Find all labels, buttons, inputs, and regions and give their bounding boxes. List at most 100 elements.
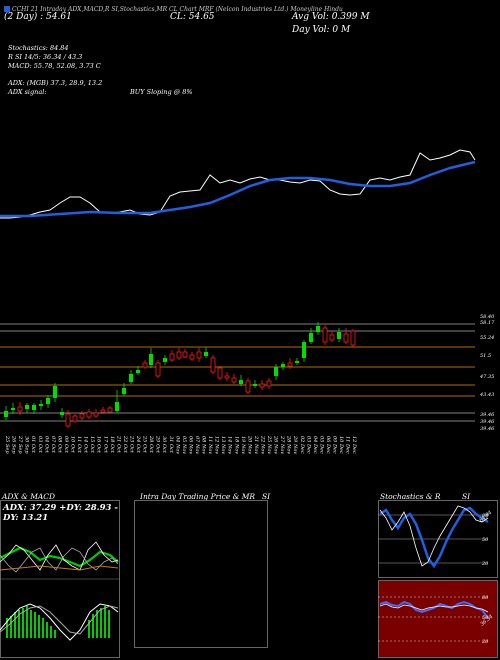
level-label: 39.46	[480, 426, 495, 432]
date-label: 16 Oct	[96, 436, 102, 454]
candle-body	[65, 413, 71, 427]
candle-body	[295, 361, 299, 363]
adx-panel-title: ADX & MACD	[2, 492, 56, 501]
candle-body	[115, 402, 119, 411]
date-label: 12 Nov	[214, 436, 220, 454]
candle-body	[204, 352, 208, 356]
stoch-level-label: 80	[482, 513, 489, 519]
date-label: 15 Oct	[89, 436, 95, 454]
date-label: 06 Nov	[187, 436, 193, 454]
date-label: 10 Dec	[338, 436, 344, 454]
intraday-panel-title-right: SI	[262, 492, 271, 501]
candle-body	[189, 354, 195, 360]
candle-body	[93, 412, 99, 417]
candle-body	[274, 367, 278, 376]
candle-body	[136, 370, 140, 373]
date-label: 27 Sep	[17, 435, 23, 454]
level-label: 58.17	[480, 320, 495, 326]
date-label: 31 Oct	[168, 436, 174, 454]
candle-body	[302, 342, 306, 358]
date-label: 04 Dec	[312, 436, 318, 454]
avg-vol-label: Avg Vol: 0.399 M	[292, 12, 370, 22]
date-label: 28 Nov	[286, 435, 292, 454]
level-label: 39.46	[480, 412, 495, 418]
date-label: 12 Dec	[351, 436, 357, 454]
date-label: 25 Oct	[142, 435, 148, 454]
candle-body	[316, 326, 320, 332]
stoch-level-label: 20	[481, 561, 489, 567]
date-label: 27 Nov	[279, 435, 285, 454]
stoch-rsi-lines: 80 50 20 84.84 80 50 20 36.34	[378, 505, 494, 645]
date-label: 13 Nov	[220, 436, 226, 454]
candle-body	[72, 415, 78, 422]
candle-body	[11, 408, 15, 410]
date-label: 02 Dec	[299, 436, 305, 454]
date-label: 25 Sep	[4, 435, 10, 454]
date-label: 07 Nov	[194, 436, 200, 454]
candle-body	[182, 351, 188, 358]
date-label: 22 Oct	[122, 435, 128, 454]
date-label: 20 Nov	[246, 435, 252, 454]
adx-panel-readout: ADX: 37.29 +DY: 28.93 -DY: 13.21	[3, 503, 118, 523]
candle-body	[17, 406, 23, 412]
level-label: 51.5	[480, 353, 491, 359]
date-label: 23 Oct	[128, 435, 134, 454]
date-label: 26 Sep	[11, 435, 17, 454]
candle-body	[60, 412, 64, 415]
rsi-level-label: 80	[482, 595, 489, 601]
rsi-panel	[378, 580, 498, 658]
candle-body	[86, 411, 92, 418]
level-label: 55.24	[480, 335, 494, 341]
date-label: 01 Oct	[30, 436, 36, 454]
candle-body	[309, 333, 313, 342]
rsi-readout: R SI 14/5: 36.34 / 43.3	[8, 53, 83, 61]
candle-body	[329, 334, 335, 341]
adx-readout: ADX: (MGB) 37.3, 28.9, 13.2	[8, 79, 103, 87]
date-label: 21 Nov	[253, 435, 259, 454]
candle-body	[53, 386, 57, 398]
candles	[4, 322, 356, 428]
level-lines	[0, 323, 475, 422]
candle-body	[281, 364, 285, 367]
date-label: 05 Nov	[181, 436, 187, 454]
stochastics-readout: Stochastics: 84.84	[8, 44, 69, 52]
date-label: 29 Oct	[155, 435, 161, 454]
date-label: 18 Nov	[233, 436, 239, 454]
date-label: 08 Nov	[201, 436, 207, 454]
date-label: 22 Nov	[259, 435, 265, 454]
candle-body	[32, 405, 36, 410]
stoch-panel-title: Stochastics & R	[380, 492, 441, 501]
candle-body	[287, 362, 293, 367]
level-label: 43.43	[479, 392, 494, 398]
candle-body	[149, 354, 153, 365]
intraday-panel	[134, 500, 268, 648]
candle-body	[224, 375, 230, 379]
rsi-level-label: 20	[481, 639, 489, 645]
date-label: 14 Oct	[83, 436, 89, 454]
candle-body	[155, 362, 161, 377]
candle-body	[107, 407, 113, 413]
rsi-level-label: 50	[482, 615, 489, 621]
date-label: 04 Oct	[43, 436, 49, 454]
date-label: 26 Nov	[273, 435, 279, 454]
candle-body	[210, 357, 216, 373]
legend-square-icon	[4, 6, 10, 12]
chart-title: CCHI 21 Intraday ADX,MACD,R SI,Stochasti…	[12, 6, 343, 13]
date-label: 14 Nov	[227, 436, 233, 454]
candle-body	[253, 384, 257, 386]
stoch-level-label: 50	[482, 537, 489, 543]
candle-body	[25, 405, 29, 409]
candle-body	[122, 388, 126, 394]
close-label: CL: 54.65	[170, 12, 215, 22]
date-label: 11 Oct	[76, 436, 82, 454]
date-label: 11 Nov	[207, 436, 213, 454]
date-label: 19 Nov	[240, 436, 246, 454]
candle-body	[266, 380, 272, 387]
intraday-panel-title: Intra Day Trading Price & MR	[140, 492, 256, 501]
date-label: 30 Oct	[161, 436, 167, 454]
candle-body	[142, 362, 148, 368]
candle-body	[343, 333, 349, 343]
date-label: 21 Oct	[115, 435, 121, 454]
date-label: 28 Oct	[148, 435, 154, 454]
candle-body	[4, 411, 8, 417]
